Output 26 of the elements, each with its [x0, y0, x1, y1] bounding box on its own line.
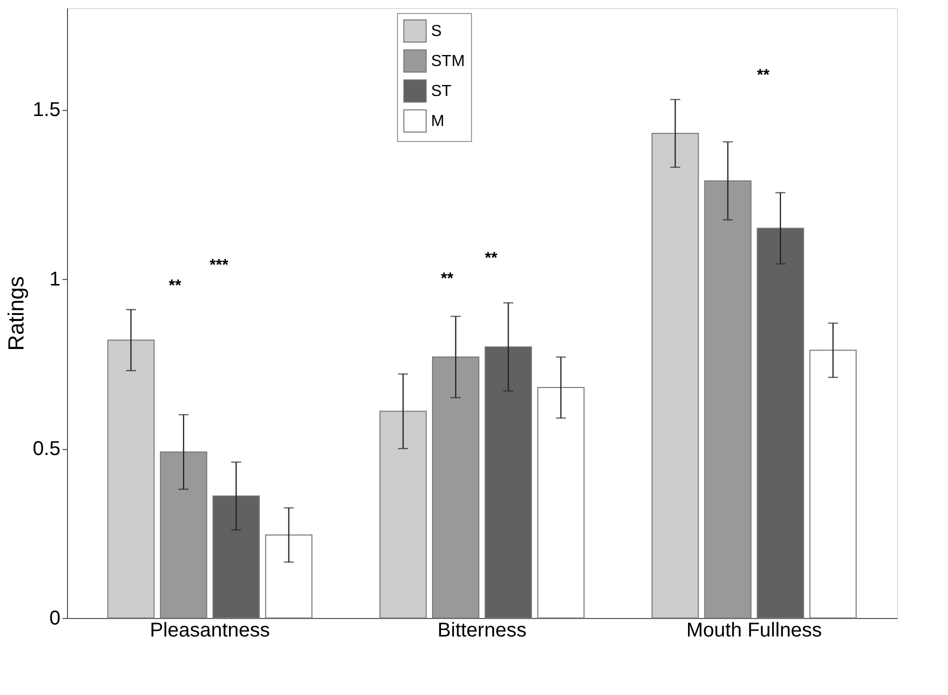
annotation: ** — [484, 250, 498, 268]
annotation: ** — [757, 67, 770, 84]
x-tick-label: Mouth Fullness — [686, 620, 822, 642]
y-tick-label: 1.5 — [32, 99, 60, 122]
bar — [809, 350, 857, 618]
legend-label: S — [431, 23, 442, 40]
annotation: ** — [440, 270, 454, 288]
legend-label: ST — [431, 83, 452, 100]
bar — [432, 356, 480, 618]
bar — [537, 387, 585, 618]
y-tick-label: 1 — [49, 268, 60, 291]
y-axis-title: Ratings — [4, 276, 29, 351]
annotation: ** — [168, 277, 182, 294]
x-tick-label: Pleasantness — [150, 620, 270, 642]
y-tick-label: 0.5 — [32, 438, 60, 460]
bar — [652, 132, 699, 618]
legend-label: STM — [431, 53, 465, 70]
bar — [265, 534, 312, 618]
x-tick-label: Bitterness — [438, 620, 526, 642]
annotation: *** — [210, 256, 230, 274]
bar — [107, 340, 155, 618]
y-tick-label: 0 — [49, 608, 60, 630]
bar — [704, 180, 752, 618]
bar — [379, 410, 427, 618]
bar — [160, 451, 208, 618]
legend-label: M — [431, 113, 444, 130]
